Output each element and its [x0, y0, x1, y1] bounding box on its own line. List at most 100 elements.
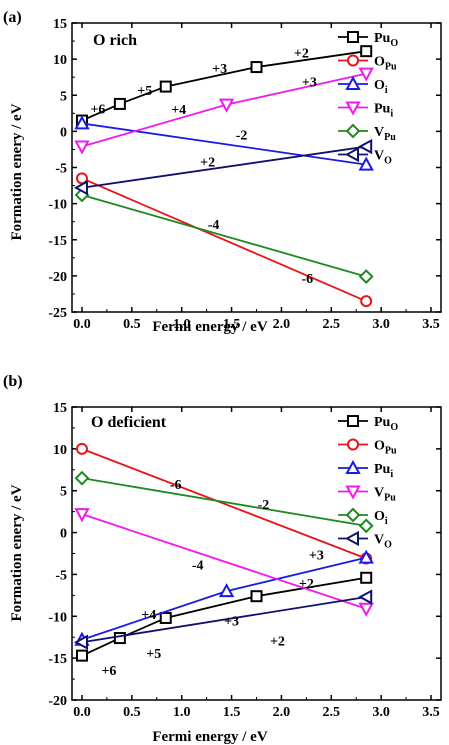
panel-b-legend-label: VPu [374, 486, 396, 504]
panel-a-charge-label: +2 [200, 156, 215, 171]
panel-a-charge-label: +6 [90, 102, 105, 117]
panel-a-legend-label: VO [374, 149, 392, 167]
panel-a-legend-marker [347, 31, 359, 43]
panel-b-x-tick-label: 3.5 [422, 705, 440, 720]
panel-b-label: (b) [3, 373, 23, 390]
panel-b-y-tick-label: 0 [60, 527, 67, 542]
panel-a-charge-label: -6 [302, 272, 314, 287]
panel-a-charge-label: +4 [171, 103, 186, 118]
panel-b-x-tick-label: 2.5 [323, 705, 341, 720]
panel-a-y-tick-label: 15 [53, 17, 67, 32]
panel-b-series-point-0 [250, 590, 263, 603]
panel-a-series-line-3 [81, 72, 367, 148]
panel-a-series-point-1 [360, 295, 373, 308]
panel-a-y-tick-label: 10 [53, 53, 67, 68]
panel-b-series-point-4 [74, 470, 90, 486]
panel-b-legend-subscript: i [390, 469, 393, 480]
panel-b-legend-marker [344, 530, 359, 547]
panel-a-charge-label: +3 [212, 62, 227, 77]
panel-b-legend-marker [345, 459, 361, 474]
panel-b-series-line-3 [81, 513, 367, 610]
panel-a-charge-label: +5 [137, 84, 152, 99]
panel-a-charge-label: +3 [302, 76, 317, 91]
panel-b-y-tick-label: 10 [53, 443, 67, 458]
panel-a-x-tick-label: 2.5 [323, 317, 341, 332]
panel-a-x-tick-label: 0.5 [123, 317, 141, 332]
panel-a-series-point-2 [358, 156, 374, 171]
panel-a-legend-label: Pui [374, 102, 393, 120]
panel-b-legend-subscript: i [385, 516, 388, 527]
panel-b-y-tick-label: -5 [55, 568, 67, 583]
panel-b-y-tick-label: 5 [60, 485, 67, 500]
panel-a-legend-marker [344, 146, 359, 163]
panel-a-legend-subscript: i [390, 109, 393, 120]
panel-b-charge-label: +3 [224, 614, 239, 629]
panel-a-series-point-2 [74, 115, 90, 130]
panel-a-series-point-0 [250, 61, 263, 74]
panel-a-x-tick-label: 0.0 [73, 317, 91, 332]
panel-b-legend-label: Oi [374, 509, 388, 527]
panel-a-y-tick-label: -5 [55, 162, 67, 177]
panel-b-series-point-5 [358, 589, 373, 605]
panel-b-series-line-4 [81, 477, 367, 527]
panel-a-legend-subscript: Pu [384, 132, 396, 143]
panel-a-series-line-4 [81, 194, 367, 278]
panel-b-legend-subscript: O [390, 422, 398, 433]
panel-a-legend-label: OPu [374, 55, 397, 73]
panel-b-charge-label: +3 [309, 548, 324, 563]
panel-a-series-point-0 [360, 45, 373, 58]
panel-a: (a) O rich Fermi energy / eV Formation e… [3, 9, 442, 335]
panel-b-charge-label: +4 [141, 608, 156, 623]
panel-a-x-tick-label: 1.0 [173, 317, 191, 332]
panel-a-x-tick-label: 3.5 [422, 317, 440, 332]
panel-b-legend-subscript: O [384, 540, 392, 551]
panel-a-legend-label: VPu [374, 125, 396, 143]
panel-a-series-point-3 [358, 67, 374, 82]
panel-b-series-line-5 [81, 596, 367, 644]
panel-a-legend-marker [345, 123, 361, 139]
panel-a-legend-subscript: O [384, 156, 392, 167]
panel-a-x-tick-label: 1.5 [223, 317, 241, 332]
panel-b-legend-label: OPu [374, 439, 397, 457]
panel-b-series-point-2 [218, 583, 235, 598]
panel-a-y-tick-label: -25 [48, 306, 67, 321]
panel-a-series-line-1 [81, 177, 367, 302]
panel-b-series-point-4 [358, 518, 374, 534]
panel-a-series-point-3 [218, 98, 235, 113]
panel-a-y-tick-label: 5 [60, 89, 67, 104]
panel-a-series-point-5 [73, 180, 88, 196]
panel-b-series-point-3 [358, 602, 374, 617]
panel-b-x-tick-label: 3.0 [372, 705, 390, 720]
panel-a-legend-marker [347, 54, 359, 67]
panel-b-legend-subscript: Pu [385, 446, 397, 457]
panel-b-series-point-5 [73, 634, 88, 650]
panel-b-legend-marker [345, 485, 361, 500]
panel-b-x-tick-label: 2.0 [273, 705, 291, 720]
panel-b-series-point-3 [74, 508, 90, 523]
panel-b-legend-marker [347, 415, 359, 427]
panel-a-charge-label: -4 [208, 218, 220, 233]
panel-a-series-point-0 [159, 80, 172, 93]
panel-b-series-point-0 [75, 649, 88, 662]
panel-b-y-axis-title: Formation enery / eV [9, 484, 25, 621]
panel-b-charge-label: +5 [146, 647, 161, 662]
panel-a-legend-marker [345, 101, 361, 116]
panel-b-y-tick-label: -20 [48, 694, 67, 709]
panel-a-y-tick-label: -10 [48, 198, 67, 213]
panel-a-x-axis-title: Fermi energy / eV [152, 319, 268, 335]
panel-b-series-point-0 [159, 611, 172, 624]
panel-b-legend-subscript: Pu [384, 493, 396, 504]
panel-b-x-tick-label: 0.5 [123, 705, 141, 720]
panel-a-y-axis-title: Formation enery / eV [9, 103, 25, 240]
panel-b-charge-label: +2 [270, 635, 285, 650]
panel-b-series-point-0 [113, 632, 126, 645]
panel-b-legend-label: PuO [374, 415, 398, 433]
panel-a-series-point-3 [74, 140, 90, 155]
panel-a-legend-subscript: O [390, 38, 398, 49]
panel-b-y-tick-label: 15 [53, 401, 67, 416]
panel-b-charge-label: -6 [170, 478, 182, 493]
panel-b-charge-label: -4 [192, 558, 204, 573]
panel-a-legend-marker [345, 75, 361, 90]
panel-b-charge-label: +6 [101, 664, 116, 679]
